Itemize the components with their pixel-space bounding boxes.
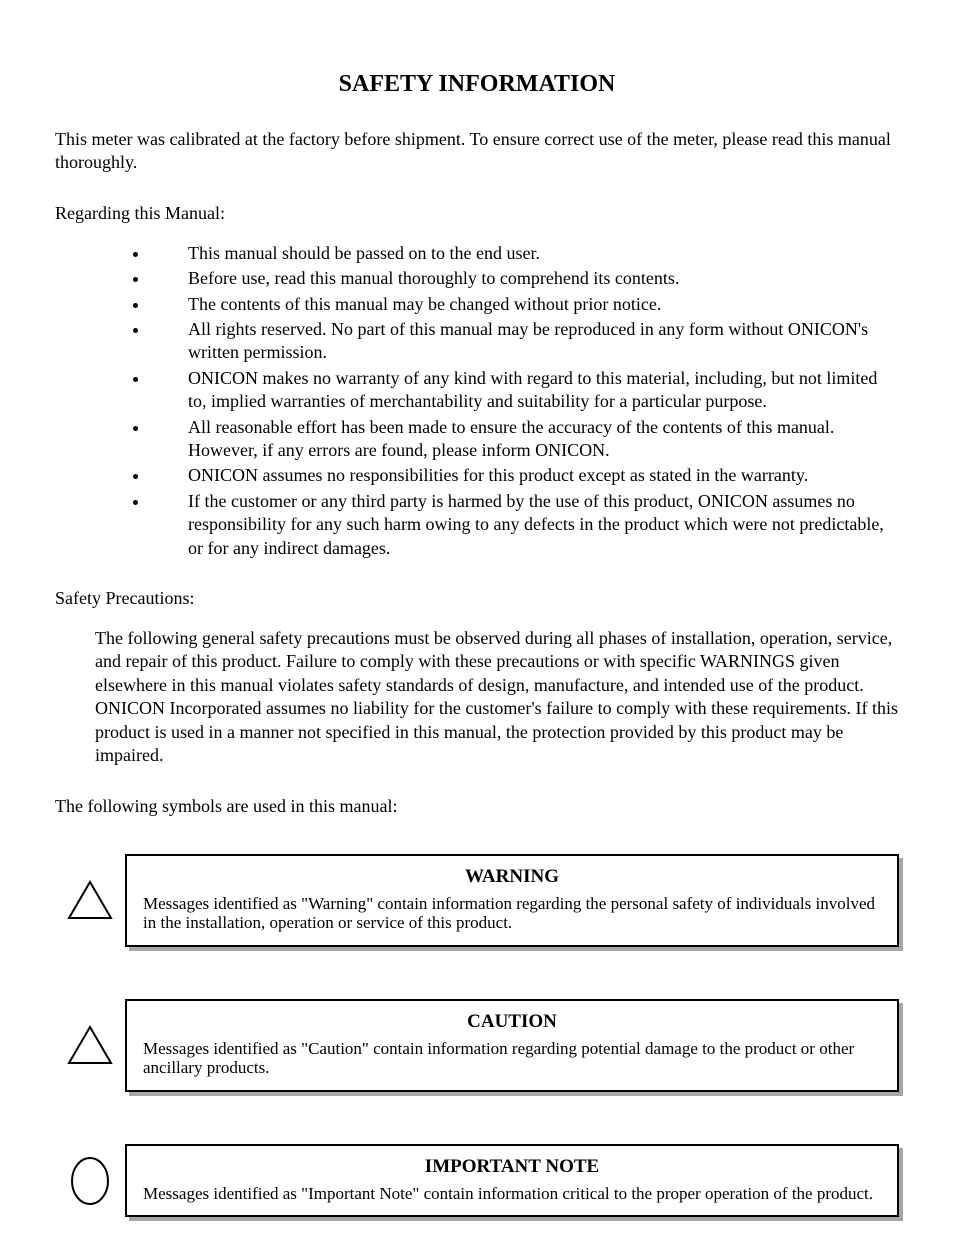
list-item: If the customer or any third party is ha… bbox=[150, 490, 899, 560]
important-note-callout: IMPORTANT NOTE Messages identified as "I… bbox=[55, 1144, 899, 1218]
symbols-intro: The following symbols are used in this m… bbox=[55, 795, 899, 818]
safety-label: Safety Precautions: bbox=[55, 588, 899, 609]
important-note-body: Messages identified as "Important Note" … bbox=[143, 1184, 881, 1204]
document-page: SAFETY INFORMATION This meter was calibr… bbox=[0, 0, 954, 1235]
safety-paragraph: The following general safety precautions… bbox=[55, 627, 899, 767]
regarding-bullet-list: This manual should be passed on to the e… bbox=[55, 242, 899, 560]
list-item: This manual should be passed on to the e… bbox=[150, 242, 899, 265]
list-item: ONICON assumes no responsibilities for t… bbox=[150, 464, 899, 487]
warning-box: WARNING Messages identified as "Warning"… bbox=[125, 854, 899, 947]
page-title: SAFETY INFORMATION bbox=[55, 71, 899, 98]
warning-body: Messages identified as "Warning" contain… bbox=[143, 894, 881, 933]
intro-paragraph: This meter was calibrated at the factory… bbox=[55, 128, 899, 175]
caution-callout: CAUTION Messages identified as "Caution"… bbox=[55, 999, 899, 1092]
warning-callout: WARNING Messages identified as "Warning"… bbox=[55, 854, 899, 947]
warning-heading: WARNING bbox=[143, 866, 881, 888]
oval-icon bbox=[55, 1155, 125, 1207]
caution-body: Messages identified as "Caution" contain… bbox=[143, 1039, 881, 1078]
caution-box: CAUTION Messages identified as "Caution"… bbox=[125, 999, 899, 1092]
safety-symbol-callouts: WARNING Messages identified as "Warning"… bbox=[55, 854, 899, 1218]
regarding-label: Regarding this Manual: bbox=[55, 203, 899, 224]
list-item: All rights reserved. No part of this man… bbox=[150, 318, 899, 365]
important-note-heading: IMPORTANT NOTE bbox=[143, 1156, 881, 1178]
caution-heading: CAUTION bbox=[143, 1011, 881, 1033]
list-item: All reasonable effort has been made to e… bbox=[150, 416, 899, 463]
important-note-box: IMPORTANT NOTE Messages identified as "I… bbox=[125, 1144, 899, 1218]
triangle-icon bbox=[55, 1025, 125, 1065]
list-item: ONICON makes no warranty of any kind wit… bbox=[150, 367, 899, 414]
list-item: The contents of this manual may be chang… bbox=[150, 293, 899, 316]
list-item: Before use, read this manual thoroughly … bbox=[150, 267, 899, 290]
triangle-icon bbox=[55, 880, 125, 920]
